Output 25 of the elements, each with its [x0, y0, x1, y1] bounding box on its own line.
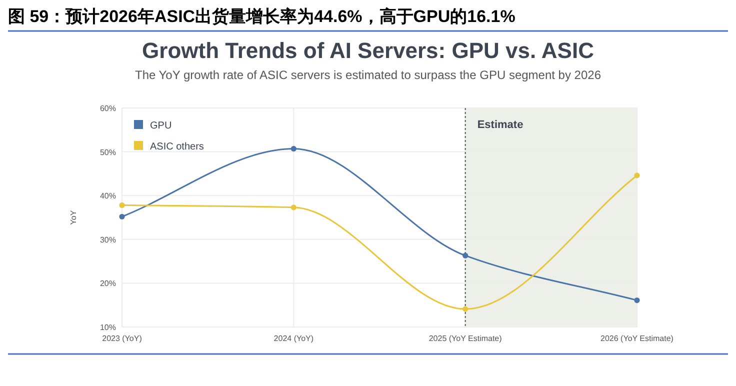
y-tick-label: 30%: [100, 235, 116, 244]
subtitle: The YoY growth rate of ASIC servers is estimated to surpass the GPU segment by 2026: [134, 68, 602, 82]
point: [462, 252, 468, 258]
x-tick-label: 2025 (YoY Estimate): [428, 334, 502, 343]
point: [462, 306, 468, 312]
annotation: 图 59：预计2026年ASIC出货量增长率为44.6%，高于GPU的16.1%: [8, 7, 516, 26]
y-tick-label: 10%: [100, 323, 116, 332]
x-tick-label: 2024 (YoY): [274, 334, 314, 343]
point: [290, 146, 296, 152]
y-tick-label: 40%: [100, 192, 116, 201]
y-tick-label: 50%: [100, 148, 116, 157]
point: [119, 214, 125, 220]
y-axis-title: YoY: [69, 210, 78, 225]
x-tick-label: 2023 (YoY): [102, 334, 142, 343]
y-tick-label: 20%: [100, 279, 116, 288]
point: [634, 297, 640, 304]
point: [119, 202, 125, 208]
band-label: Estimate: [477, 119, 524, 131]
legend-label: ASIC others: [150, 142, 204, 152]
y-tick-label: 60%: [100, 104, 116, 113]
x-tick-label: 2026 (YoY Estimate): [600, 334, 674, 343]
point: [290, 204, 296, 210]
legend-label: GPU: [150, 120, 172, 132]
point: [634, 172, 640, 178]
title: Growth Trends of AI Servers: GPU vs. ASIC: [142, 38, 594, 63]
